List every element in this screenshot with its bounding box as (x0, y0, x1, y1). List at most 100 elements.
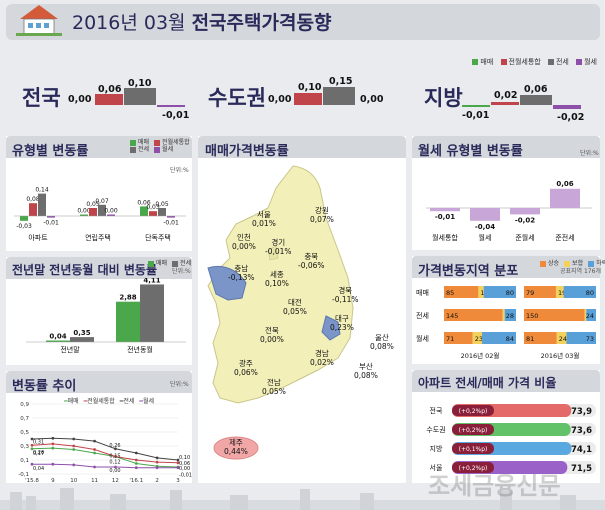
wolse-bar (550, 188, 580, 208)
type-bar (167, 216, 175, 218)
trend-mid-label: 0,12 (109, 460, 120, 466)
trend-point (72, 448, 76, 451)
distribution-segment-label: 73 (586, 335, 594, 343)
region-bar (95, 94, 123, 105)
distribution-segment (502, 309, 505, 321)
type-bar-label: 0,05 (155, 201, 169, 208)
wolse-bar (430, 208, 460, 212)
trend-point (72, 463, 76, 467)
region-value: 0,10 (298, 82, 322, 93)
type-bar (98, 204, 106, 216)
trend-point (155, 466, 159, 470)
unit-label: 단위:% (172, 268, 191, 275)
type-legend: 매매 전월세통합 전세 월세 (130, 139, 190, 153)
distribution-segment-label: 80 (506, 289, 514, 297)
trend-x-tick: 12 (112, 478, 119, 484)
apt-change-pill (452, 462, 494, 473)
yoy-bar-label: 2,88 (119, 294, 136, 302)
type-bar (80, 214, 88, 216)
trend-point (72, 437, 76, 441)
page-title: 2016년 03월 전국주택가격동향 (72, 12, 332, 34)
trend-x-tick: '16.1 (129, 478, 143, 484)
map-label-incheon: 인천 0,00% (232, 233, 256, 251)
distribution-segment-label: 24 (559, 335, 567, 343)
type-bar-label: -0,01 (163, 220, 179, 227)
trend-mid-label: 0,00 (109, 468, 120, 474)
apt-change-label: (+0,2%p) (459, 465, 488, 472)
distribution-segment (584, 309, 587, 321)
yoy-bar-label: 0,04 (49, 333, 66, 341)
distribution-segment (504, 309, 516, 321)
region-value: 0,10 (128, 78, 152, 89)
map-label-gyeongnam: 경남 0,02% (310, 349, 334, 367)
type-bar-label: 0,03 (146, 204, 160, 211)
apt-change-label: (+0,2%p) (459, 427, 488, 434)
type-category-label: 연립주택 (85, 233, 111, 242)
unit-label: 공표지역 176개 (560, 268, 601, 275)
distribution-segment (524, 286, 556, 298)
yoy-bar-label: 4,11 (143, 278, 160, 284)
trend-point (155, 456, 159, 460)
distribution-segment (444, 309, 503, 321)
apt-row-label: 지방 (430, 444, 443, 453)
map-label-sejong: 세종 0,10% (265, 270, 289, 288)
panel-title: 월세 유형별 변동률 (418, 144, 523, 159)
panel-header (412, 370, 600, 392)
distribution-legend: 상승 보합 하락 (540, 258, 605, 267)
trend-point (93, 451, 96, 455)
trend-series-line (31, 447, 179, 468)
yoy-bar-chart: 0,04 0,35 전년말 2,88 4,11 전년동월 (26, 278, 186, 354)
type-bar-label: 0,05 (86, 201, 100, 208)
trend-point (134, 451, 138, 455)
trend-mid-label: 0,15 (109, 454, 120, 460)
distribution-segment (524, 332, 557, 344)
map-label-gangwon: 강원 0,07% (310, 206, 334, 224)
type-bar (47, 216, 55, 218)
distribution-segment-label: 80 (586, 289, 594, 297)
trend-point (51, 436, 55, 440)
distribution-segment (586, 309, 596, 321)
trend-y-tick: 0,3 (20, 444, 29, 450)
distribution-row-label: 월세 (416, 334, 429, 343)
trend-point (176, 461, 180, 465)
trend-legend: ━매매 ━전월세통합 ━전세 ━월세 (64, 398, 155, 405)
region-value: 0,06 (524, 84, 548, 95)
region-name-local: 지방 (424, 86, 463, 110)
yoy-category-label: 전년말 (60, 345, 80, 354)
type-bar (89, 208, 97, 216)
distribution-segment (555, 286, 564, 298)
trend-x-tick: 9 (51, 478, 55, 484)
trend-series-line (31, 437, 179, 461)
top-legend: 매매 전월세통합 전세 월세 (467, 57, 597, 67)
region-value: 0,15 (329, 76, 353, 87)
panel-title: 변동률 추이 (12, 379, 77, 394)
apt-value-label: 73,9 (571, 407, 592, 417)
type-bar (38, 193, 46, 216)
map-label-busan: 부산 0,08% (354, 362, 378, 380)
unit-label: 단위:% (170, 381, 189, 388)
trend-point (176, 466, 180, 470)
distribution-segment (566, 332, 596, 344)
apt-value-label: 73,6 (571, 426, 592, 436)
distribution-segment (472, 332, 483, 344)
map-label-chungnam: 충남 -0,13% (228, 264, 255, 282)
map-label-jeju: 제주 0,44% (224, 438, 248, 456)
korea-map (207, 165, 354, 460)
distribution-segment (482, 332, 516, 344)
distribution-segment (483, 286, 516, 298)
trend-end-label: -0,01 (179, 473, 192, 479)
trend-point (134, 458, 138, 462)
trend-x-tick: 10 (70, 478, 77, 484)
apt-row-label: 서울 (430, 463, 443, 472)
trend-line-chart: 0,9 0,7 0,5 0,3 0,1 -0,1'15.8 9 10 11 12 '16.1 2 3 0,… (18, 402, 192, 484)
type-bar (149, 211, 157, 216)
trend-point (176, 458, 180, 462)
unit-label: 단위:% (170, 167, 189, 174)
region-bar (553, 105, 581, 109)
type-bar-label: 0,00 (104, 208, 118, 215)
distribution-segment (444, 332, 473, 344)
apt-change-pill (452, 443, 494, 454)
map-label-chungbuk: 충북 -0,06% (298, 252, 325, 270)
map-label-ulsan: 울산 0,08% (370, 333, 394, 351)
distribution-row-label: 매매 (416, 289, 429, 297)
